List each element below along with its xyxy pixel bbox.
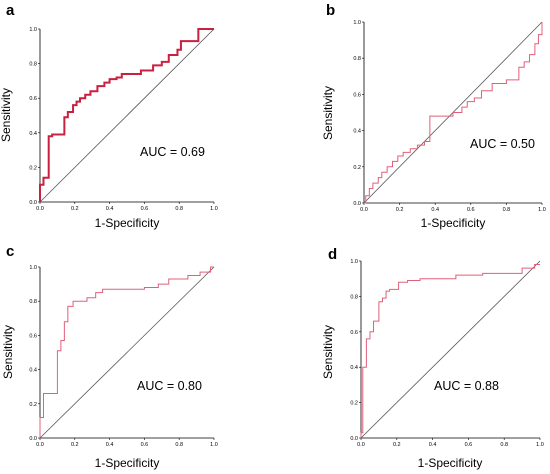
plot-area-b: 0.00.0 0.2 0.2 0.4 0.4 0.6 0.6 0.8 0.8 1.0 1.0 <box>353 20 545 213</box>
x-tick-label-d: 1.0 <box>536 442 544 448</box>
roc-curve-d <box>360 264 540 438</box>
x-tick-label-b: 0.0 <box>360 207 368 213</box>
roc-curve-b <box>364 22 543 204</box>
x-axis-title-c: 1-Specificity <box>95 456 160 470</box>
auc-label-b: AUC = 0.50 <box>470 137 535 151</box>
y-tick-label-d: 0.0 <box>350 436 358 442</box>
y-tick-label-a: 0.2 <box>29 165 37 171</box>
x-tick-label-b: 1.0 <box>538 207 546 213</box>
panel-b: b Sensitivity 1-Specificity AUC = 0.50 0… <box>321 2 546 230</box>
auc-label-d: AUC = 0.88 <box>434 379 499 393</box>
roc-curve-c <box>39 266 214 438</box>
y-tick-label-c: 0.0 <box>29 436 37 442</box>
x-tick-label-b: 0.2 <box>396 207 404 213</box>
x-tick-label-c: 0.2 <box>71 442 79 448</box>
y-tick-label-c: 1.0 <box>29 265 37 271</box>
x-axis-title-d: 1-Specificity <box>418 456 483 470</box>
y-tick-label-d: 1.0 <box>350 259 358 265</box>
x-tick-label-a: 1.0 <box>210 206 218 212</box>
plot-area-d: 0.00.0 0.2 0.2 0.4 0.4 0.6 0.6 0.8 0.8 1.0 1.0 <box>350 259 543 448</box>
x-axis-title-b: 1-Specificity <box>421 216 486 230</box>
y-tick-label-d: 0.4 <box>350 365 358 371</box>
y-tick-label-d: 0.8 <box>350 294 358 300</box>
y-tick-label-b: 0.4 <box>353 129 361 135</box>
y-tick-label-b: 0.0 <box>353 201 361 207</box>
y-tick-label-d: 0.2 <box>350 401 358 407</box>
y-tick-label-b: 0.8 <box>353 56 361 62</box>
y-tick-label-c: 0.8 <box>29 299 37 305</box>
y-tick-label-a: 1.0 <box>29 27 37 33</box>
x-tick-label-a: 0.4 <box>106 206 114 212</box>
panel-letter-a: a <box>6 2 15 19</box>
y-tick-label-b: 0.2 <box>353 165 361 171</box>
x-tick-label-b: 0.4 <box>431 207 439 213</box>
x-tick-label-d: 0.6 <box>465 442 473 448</box>
y-tick-label-a: 0.6 <box>29 96 37 102</box>
y-axis-title-c: Sensitivity <box>1 325 15 379</box>
y-tick-label-b: 1.0 <box>353 20 361 26</box>
x-tick-label-b: 0.6 <box>467 207 475 213</box>
panel-letter-d: d <box>328 246 337 263</box>
roc-curve-a <box>39 28 214 202</box>
y-tick-label-a: 0.8 <box>29 62 37 68</box>
auc-label-a: AUC = 0.69 <box>140 145 205 159</box>
reference-diagonal-a <box>39 28 215 203</box>
x-tick-label-d: 0.0 <box>357 442 365 448</box>
x-tick-label-c: 0.0 <box>36 442 44 448</box>
y-axis-title-b: Sensitivity <box>321 86 335 140</box>
x-tick-label-c: 0.4 <box>106 442 114 448</box>
y-tick-label-d: 0.6 <box>350 330 358 336</box>
auc-label-c: AUC = 0.80 <box>137 379 202 393</box>
panel-d: d Sensitivity 1-Specificity AUC = 0.88 0… <box>321 246 544 470</box>
x-tick-label-c: 0.8 <box>175 442 183 448</box>
y-tick-label-a: 0.0 <box>29 200 37 206</box>
y-tick-label-c: 0.2 <box>29 402 37 408</box>
y-axis-title-a: Sensitivity <box>0 88 13 142</box>
reference-diagonal-c <box>39 266 215 439</box>
x-tick-label-a: 0.2 <box>71 206 79 212</box>
x-tick-label-c: 0.6 <box>141 442 149 448</box>
plot-area-a: 0.00.0 0.2 0.2 0.4 0.4 0.6 0.6 0.8 0.8 1.0 1.0 <box>29 27 217 212</box>
x-axis-title-a: 1-Specificity <box>95 216 160 230</box>
x-tick-label-b: 0.8 <box>503 207 511 213</box>
y-tick-label-c: 0.4 <box>29 368 37 374</box>
panel-letter-b: b <box>326 2 335 19</box>
x-tick-label-a: 0.0 <box>36 206 44 212</box>
y-tick-label-c: 0.6 <box>29 333 37 339</box>
y-axis-title-d: Sensitivity <box>321 325 335 379</box>
panel-a: a Sensitivity 1-Specificity AUC = 0.69 0… <box>0 2 218 230</box>
y-tick-label-b: 0.6 <box>353 92 361 98</box>
x-tick-label-d: 0.4 <box>429 442 437 448</box>
plot-area-c: 0.00.0 0.2 0.2 0.4 0.4 0.6 0.6 0.8 0.8 1.0 1.0 <box>29 265 217 448</box>
x-tick-label-c: 1.0 <box>210 442 218 448</box>
panel-c: c Sensitivity 1-Specificity AUC = 0.80 0… <box>1 243 218 470</box>
x-tick-label-a: 0.6 <box>141 206 149 212</box>
panel-letter-c: c <box>6 243 14 260</box>
x-tick-label-d: 0.2 <box>393 442 401 448</box>
x-tick-label-d: 0.8 <box>500 442 508 448</box>
y-tick-label-a: 0.4 <box>29 131 37 137</box>
x-tick-label-a: 0.8 <box>175 206 183 212</box>
reference-diagonal-d <box>360 260 541 439</box>
